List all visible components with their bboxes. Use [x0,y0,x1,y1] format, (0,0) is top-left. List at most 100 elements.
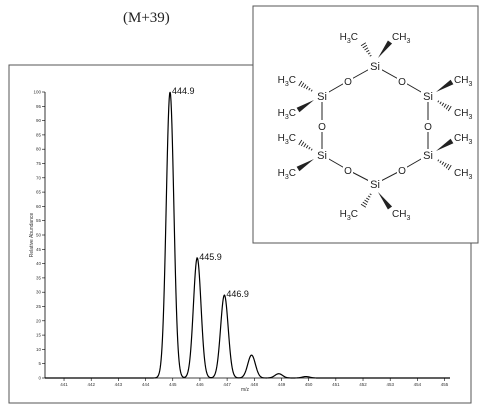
hash [360,203,367,208]
y-tick-label: 65 [36,190,42,195]
si-atom: Si [317,150,327,162]
peak-label: 446.9 [226,289,249,299]
x-tick-label: 443 [115,382,123,387]
hash [367,195,371,198]
label-backdrop [423,120,433,132]
hash [364,47,369,51]
hash [437,100,440,103]
o-atom: O [398,77,406,88]
y-tick-label: 5 [38,361,41,366]
structure-inset: Si Si Si Si Si Si O O O O O O H3C CH3 CH3 CH3 CH3 CH3 H3C C… [252,5,479,244]
siloxane-ring: Si Si Si Si Si Si O O O O O O H3C CH3 CH3 CH3 CH3 CH3 H3C C… [278,32,473,222]
hash [298,139,303,146]
y-tick-label: 55 [36,218,42,223]
y-tick-label: 20 [36,318,42,323]
peak-label: 445.9 [199,252,222,262]
hash [445,163,450,169]
y-tick-label: 10 [36,347,42,352]
y-tick-label: 60 [36,204,42,209]
hash [366,197,370,201]
y-tick-label: 25 [36,304,42,309]
si-atom: Si [423,150,433,162]
hash [439,101,442,105]
hash [303,143,307,148]
hashed-bond [360,193,372,208]
x-tick-label: 444 [142,382,150,387]
hash [443,103,447,108]
methyl-label: H3C [340,209,358,222]
hash [369,54,372,57]
methyl-label: H3C [278,168,296,181]
label-backdrop [343,75,353,87]
hash [441,161,445,165]
x-tick-label: 441 [60,382,68,387]
wedge-bond [296,159,314,172]
x-tick-label: 451 [332,382,340,387]
label-backdrop [315,149,329,161]
methyl-label: CH3 [392,209,410,222]
hash [366,49,370,53]
methyl-label: H3C [278,108,296,121]
x-tick-label: 442 [87,382,95,387]
peak-label: 444.9 [172,86,195,96]
hash [308,87,311,91]
y-tick-label: 90 [36,118,42,123]
hash [300,82,305,88]
methyl-label: H3C [340,32,358,45]
o-atom: O [398,166,406,177]
y-axis-label: Relative Abundance [29,213,35,258]
x-tick-label: 455 [441,382,449,387]
x-tick-label: 453 [386,382,394,387]
hash [445,104,450,110]
x-tick-label: 445 [169,382,177,387]
label-backdrop [397,75,407,87]
label-backdrop [315,90,329,102]
x-tick-label: 448 [251,382,259,387]
hash [300,141,305,147]
ion-label: (M+39) [123,10,170,26]
y-tick-label: 50 [36,233,42,238]
x-axis: 441 442 443 444 445 446 447 448 449 450 451 452 453 4… [45,377,450,387]
o-atom: O [318,122,326,133]
y-tick-label: 30 [36,290,42,295]
hash [364,199,369,203]
y-tick-label: 70 [36,175,42,180]
wedge-bond [436,79,454,92]
hashed-bond [437,100,452,112]
hash [447,164,452,171]
label-backdrop [397,164,407,176]
x-tick-label: 449 [278,382,286,387]
y-axis: 0 5 10 15 20 25 30 35 40 45 50 55 60 65 70 75 80 85 90 95 10… [33,90,46,381]
hash [298,80,303,87]
methyl-label: CH3 [454,108,472,121]
peak-labels: 444.9 445.9 446.9 [172,86,249,299]
methyl-label: H3C [278,133,296,146]
si-atom: Si [317,91,327,103]
hash [369,193,372,196]
o-atom: O [344,77,352,88]
spectrum-line [45,91,450,379]
x-tick-label: 447 [223,382,231,387]
hashed-bond [298,139,313,151]
methyl-label: CH3 [454,168,472,181]
hash [439,160,442,164]
hash [441,102,445,106]
y-tick-label: 0 [38,376,41,381]
wedge-bond [378,192,393,210]
y-tick-label: 100 [33,90,41,95]
hash [443,162,447,167]
label-backdrop [317,120,327,132]
hash [367,52,371,55]
hash [310,89,313,92]
hash [362,44,368,49]
label-backdrop [343,164,353,176]
si-atom: Si [370,61,380,73]
hash [303,84,307,89]
y-tick-label: 75 [36,161,42,166]
hashed-bond [437,159,452,171]
hash [310,148,313,151]
label-backdrop [368,60,382,72]
hashed-bond [360,42,372,57]
y-tick-label: 80 [36,147,42,152]
